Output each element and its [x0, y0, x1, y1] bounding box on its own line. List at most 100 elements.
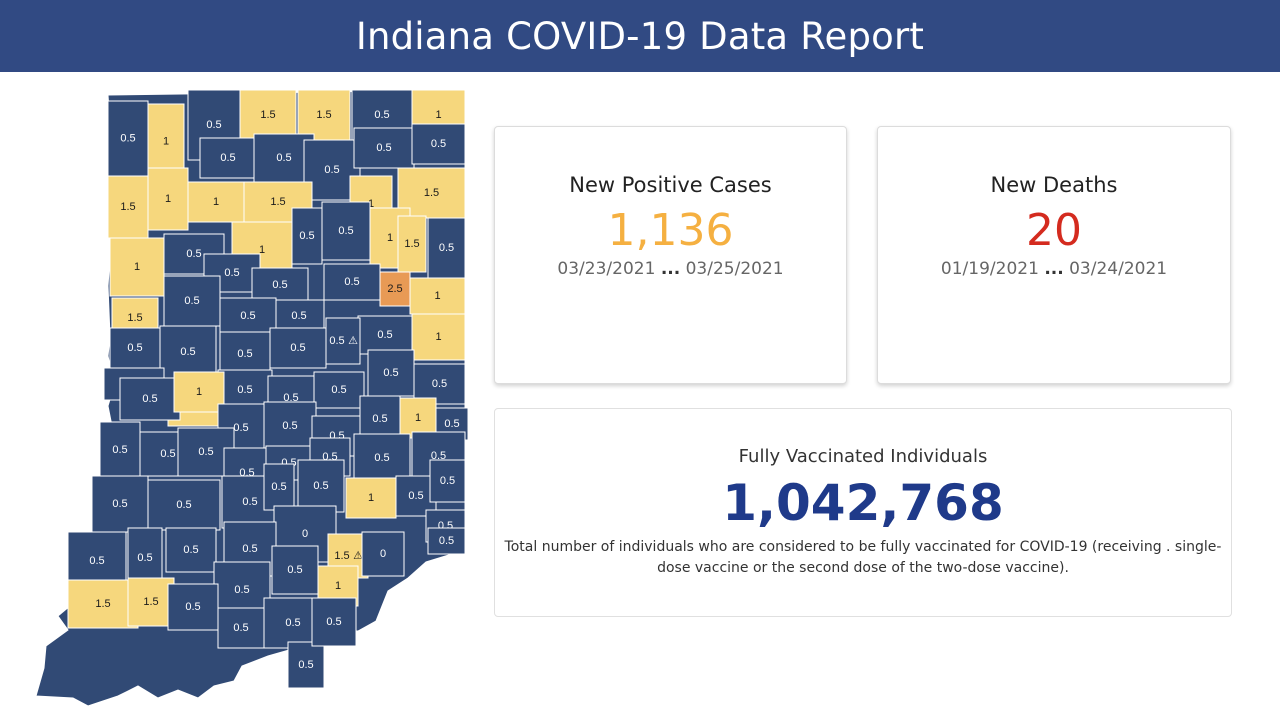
county-cell[interactable]: 0.5	[163, 275, 221, 327]
county-cell[interactable]: 1.5	[297, 89, 351, 141]
county-cell[interactable]: 0.5	[427, 527, 466, 555]
county-cell[interactable]: 0.5	[321, 201, 371, 261]
county-cell[interactable]: 0.5	[159, 325, 217, 379]
county-cell[interactable]: 0.5	[109, 327, 161, 369]
county-cell[interactable]: 0.5	[251, 267, 309, 303]
county-value-label: 0.5	[282, 420, 297, 432]
county-cell[interactable]: 0.5	[119, 377, 181, 421]
county-value-label: 0.5	[224, 267, 239, 279]
county-value-label: 1.5	[270, 196, 285, 208]
county-cell[interactable]: 1.5	[397, 215, 427, 273]
county-shape	[219, 331, 271, 377]
county-cell[interactable]: 0.5	[263, 463, 295, 511]
county-value-label: 1	[368, 198, 374, 210]
county-value-label: 0.5	[180, 346, 195, 358]
county-value-label: 0.5	[283, 392, 298, 404]
report-title: Indiana COVID-19 Data Report	[355, 14, 925, 58]
county-shape	[263, 401, 317, 451]
county-cell[interactable]: 0.5	[263, 401, 317, 451]
county-cell[interactable]: 1.5	[107, 175, 149, 239]
county-value-label: 1	[163, 135, 169, 147]
cases-value: 1,136	[607, 205, 734, 256]
county-cell[interactable]: 0.5	[357, 315, 413, 355]
county-cell[interactable]: 1.5	[127, 577, 175, 627]
county-cell[interactable]: 0.5	[165, 527, 217, 573]
county-shape	[109, 327, 161, 369]
county-cell[interactable]: 0.5 ⚠	[325, 317, 361, 365]
county-cell[interactable]: 1.5	[239, 89, 297, 141]
county-cell[interactable]: 0.5	[107, 100, 149, 177]
county-value-label: 0.5	[237, 384, 252, 396]
warning-icon: ⚠	[353, 550, 363, 562]
cases-date-range: 03/23/2021 ... 03/25/2021	[495, 259, 846, 279]
county-cell[interactable]: 0.5	[147, 479, 221, 531]
county-cell[interactable]: 1	[399, 397, 437, 439]
county-cell[interactable]: 0.5	[353, 127, 415, 169]
county-shape	[409, 277, 466, 315]
county-shape	[413, 363, 466, 405]
county-value-label: 0.5	[112, 444, 127, 456]
county-value-label: 1.5	[260, 109, 275, 121]
county-cell[interactable]: 2.5	[379, 271, 411, 307]
county-cell[interactable]: 0.5	[303, 139, 361, 201]
county-value-label: 0.5	[432, 378, 447, 390]
vaccinated-description: Total number of individuals who are cons…	[504, 539, 1222, 576]
county-cell[interactable]: 0.5	[287, 641, 325, 689]
county-cell[interactable]: 0.5	[313, 371, 365, 409]
county-shape	[411, 313, 466, 361]
county-cell[interactable]: 0.5	[297, 459, 345, 513]
county-value-label: 0.5	[160, 448, 175, 460]
county-cell[interactable]: 0.5	[367, 349, 415, 397]
county-shape	[427, 217, 466, 279]
county-cell[interactable]: 1	[411, 313, 466, 361]
county-shape	[325, 317, 361, 365]
deaths-value: 20	[1026, 205, 1082, 256]
county-cell[interactable]: 0.5	[411, 123, 466, 165]
county-shape	[263, 463, 295, 511]
county-value-label: 1.5	[334, 550, 349, 562]
county-shape	[353, 127, 415, 169]
county-value-label: 0.5	[234, 584, 249, 596]
county-cell[interactable]: 0.5	[219, 297, 277, 335]
county-shape	[187, 181, 245, 223]
county-value-label: 0.5	[112, 498, 127, 510]
county-cell[interactable]: 0.5	[353, 433, 411, 483]
county-cell[interactable]: 0.5	[91, 475, 149, 533]
county-cell[interactable]: 0.5	[323, 263, 381, 301]
county-cell[interactable]: 1	[173, 371, 225, 413]
county-shape	[173, 371, 225, 413]
county-cell[interactable]: 0.5	[429, 459, 466, 503]
county-cell[interactable]: 0.5	[273, 299, 325, 333]
county-shape	[379, 271, 411, 307]
county-cell[interactable]: 0.5	[427, 217, 466, 279]
county-value-label: 0.5	[329, 335, 344, 347]
county-shape	[427, 527, 466, 555]
county-cell[interactable]: 0.5	[219, 331, 271, 377]
county-cell[interactable]: 0.5	[291, 207, 323, 265]
county-cell[interactable]: 1	[187, 181, 245, 223]
county-value-label: 1	[335, 580, 341, 592]
county-cell[interactable]: 0.5	[199, 137, 257, 179]
county-cell[interactable]: 0.5	[311, 597, 357, 647]
county-cell[interactable]: 0.5	[269, 327, 327, 369]
county-value-label: 0.5	[198, 446, 213, 458]
county-cell[interactable]: 0.5	[217, 607, 265, 649]
county-cell[interactable]: 1	[345, 477, 397, 519]
indiana-county-map: 0.5 1 0.5 1.5 1.5 0.5 1 0.5 0.5 0.5 0.5 0.5 1.5 1 1 1.5…	[35, 89, 469, 707]
county-cell[interactable]: 1	[147, 167, 189, 231]
county-cell[interactable]: 0.5	[413, 363, 466, 405]
county-value-label: 0.5	[242, 496, 257, 508]
county-cell[interactable]: 0.5	[271, 545, 319, 595]
county-cell[interactable]: 1.5	[67, 579, 139, 629]
county-cell[interactable]: 0	[361, 531, 405, 577]
county-cell[interactable]: 1	[409, 277, 466, 315]
county-value-label: 0.5	[338, 225, 353, 237]
county-value-label: 0.5	[89, 555, 104, 567]
county-cell[interactable]: 0.5	[99, 421, 141, 479]
county-cell[interactable]: 0.5	[167, 583, 219, 631]
county-value-label: 0	[380, 548, 386, 560]
county-value-label: 1	[435, 331, 441, 343]
county-value-label: 0.5	[233, 422, 248, 434]
county-value-label: 0.5	[237, 348, 252, 360]
county-cell[interactable]: 1	[109, 237, 165, 297]
